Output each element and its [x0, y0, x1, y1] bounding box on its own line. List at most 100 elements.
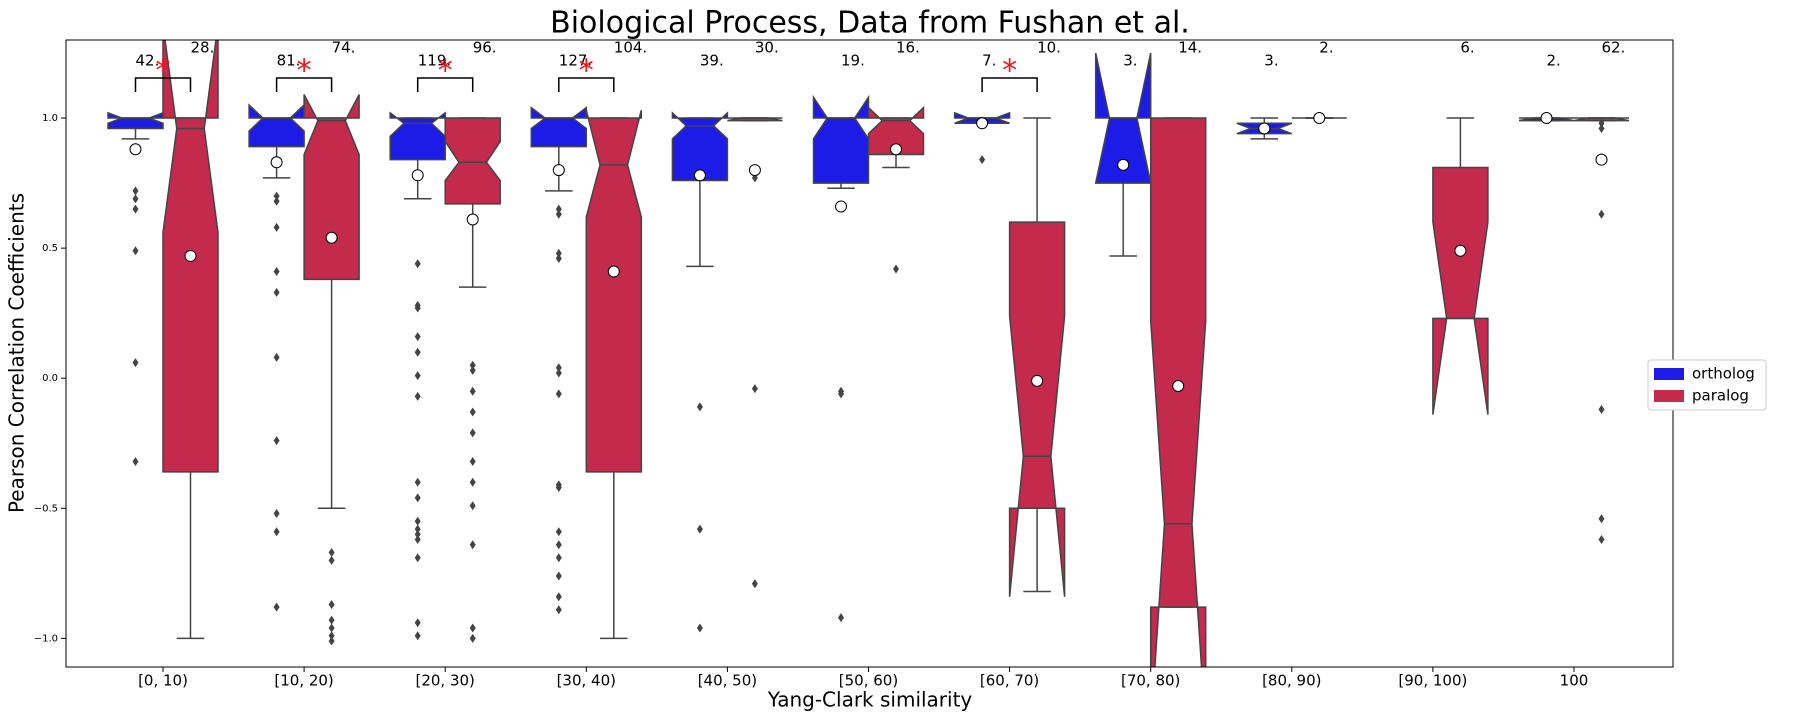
- significance-bracket: [275, 77, 333, 92]
- box: [444, 117, 501, 205]
- mean-marker: [1117, 158, 1130, 171]
- count-label: 2.: [1319, 39, 1333, 57]
- outlier: [893, 264, 899, 274]
- outlier: [751, 579, 758, 589]
- count-label: 30.: [755, 39, 779, 57]
- y-tick-label: −1.0: [34, 633, 58, 644]
- outlier: [328, 631, 335, 641]
- mean-marker: [1172, 380, 1185, 393]
- outlier: [555, 553, 562, 563]
- chart-title: Biological Process, Data from Fushan et …: [550, 6, 1190, 41]
- outlier: [414, 391, 421, 401]
- outlier: [273, 191, 280, 201]
- outlier: [979, 155, 986, 165]
- significance-marker: *: [438, 54, 453, 89]
- mean-marker: [1313, 112, 1326, 125]
- significance-bracket: [558, 77, 615, 92]
- outlier: [696, 524, 703, 534]
- x-tick-label: [90, 100): [1398, 672, 1467, 690]
- mean-marker: [1595, 153, 1608, 166]
- count-label: 96.: [473, 39, 497, 57]
- count-label: 81.: [277, 52, 301, 70]
- outlier: [1598, 118, 1605, 128]
- outlier: [328, 600, 335, 610]
- outlier: [469, 456, 476, 466]
- outlier: [328, 623, 335, 633]
- box: [248, 103, 305, 148]
- outlier: [696, 402, 703, 412]
- x-tick-label: [80, 90): [1262, 672, 1321, 690]
- mean-marker: [466, 213, 479, 226]
- mean-marker: [1540, 112, 1553, 125]
- mean-marker: [1454, 244, 1467, 257]
- outlier: [469, 540, 476, 550]
- outlier: [132, 246, 139, 256]
- outlier: [414, 477, 421, 487]
- outlier: [469, 360, 476, 370]
- legend-swatch: [1654, 368, 1684, 380]
- significance-marker: *: [1002, 54, 1017, 89]
- box: [585, 110, 643, 473]
- outlier: [838, 613, 844, 623]
- outlier: [273, 222, 280, 232]
- count-label: 39.: [700, 52, 724, 70]
- legend-label: ortholog: [1692, 365, 1755, 383]
- outlier: [1598, 123, 1605, 133]
- mean-marker: [890, 143, 902, 156]
- outlier: [132, 456, 139, 466]
- x-tick-label: [60, 70): [980, 672, 1039, 690]
- outlier: [328, 555, 335, 565]
- mean-marker: [270, 156, 283, 169]
- outlier: [414, 553, 421, 563]
- mean-marker: [552, 164, 565, 177]
- outlier: [414, 493, 421, 503]
- outlier: [273, 509, 280, 519]
- mean-marker: [1258, 122, 1271, 135]
- outlier: [555, 209, 562, 219]
- outlier: [555, 248, 562, 258]
- significance-marker: *: [579, 54, 594, 89]
- outlier: [1598, 209, 1605, 219]
- significance-bracket: [981, 77, 1038, 92]
- outlier: [414, 259, 421, 269]
- outlier: [273, 287, 280, 297]
- count-label: 14.: [1178, 39, 1202, 57]
- outlier: [273, 527, 280, 537]
- outlier: [555, 592, 562, 602]
- count-label: 3.: [1123, 52, 1137, 70]
- significance-bracket: [134, 77, 192, 92]
- outlier: [414, 347, 421, 357]
- outlier: [555, 571, 562, 581]
- count-label: 3.: [1264, 52, 1278, 70]
- outlier: [132, 194, 139, 204]
- plot-area: [107, 40, 1630, 667]
- outlier: [555, 368, 562, 378]
- outlier: [555, 527, 562, 537]
- box: [107, 111, 164, 130]
- mean-marker: [748, 164, 761, 177]
- outlier: [555, 254, 562, 264]
- outlier: [1598, 514, 1605, 524]
- box: [867, 105, 925, 156]
- outlier: [414, 516, 421, 526]
- box: [530, 106, 588, 148]
- outlier: [414, 371, 421, 381]
- outlier: [555, 605, 562, 615]
- outlier: [328, 636, 335, 646]
- count-label: 7.: [982, 52, 996, 70]
- outlier: [273, 602, 280, 612]
- x-tick-label: [20, 30): [415, 672, 474, 690]
- outlier: [273, 436, 280, 446]
- outlier: [414, 535, 421, 545]
- significance-bracket: [416, 77, 474, 92]
- count-label: 19.: [841, 52, 865, 70]
- outlier: [1598, 404, 1605, 414]
- x-tick-label: [30, 40): [557, 672, 616, 690]
- outlier: [414, 524, 421, 534]
- y-tick-label: 0.5: [42, 243, 58, 254]
- outlier: [469, 365, 476, 375]
- legend-label: paralog: [1692, 387, 1749, 405]
- x-tick-label: [70, 80): [1121, 672, 1180, 690]
- outlier: [751, 384, 758, 394]
- plot-frame: [65, 39, 1674, 668]
